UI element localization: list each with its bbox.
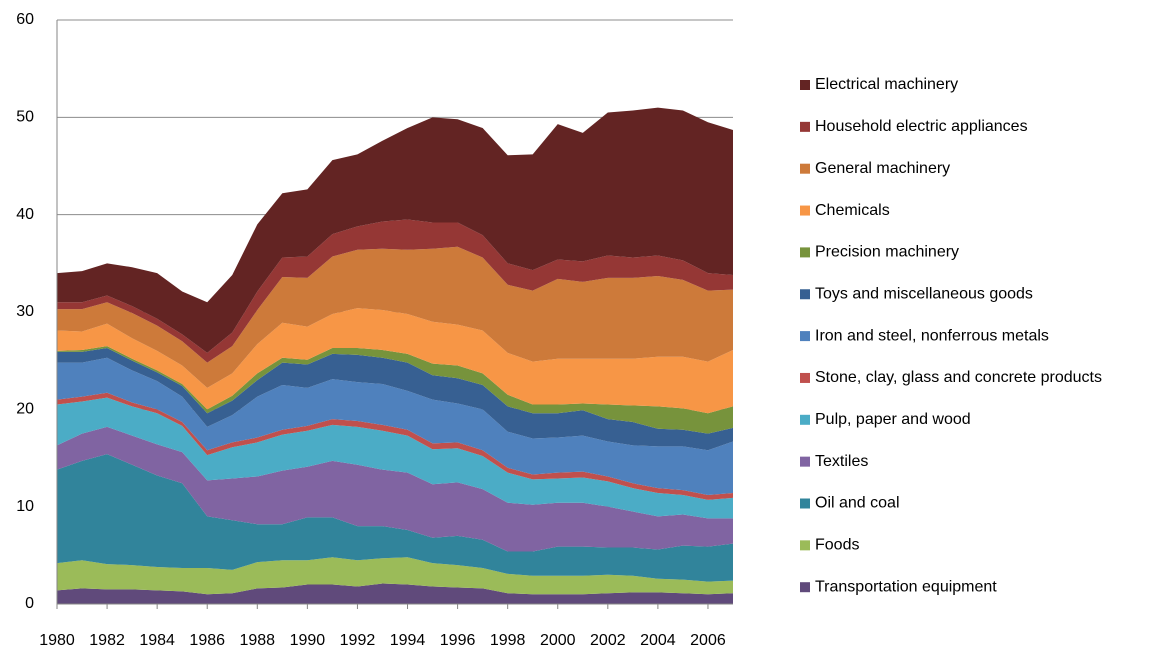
legend-swatch bbox=[800, 582, 810, 593]
y-tick-label: 50 bbox=[16, 109, 34, 126]
y-tick-label: 20 bbox=[16, 401, 34, 418]
legend-label: Pulp, paper and wood bbox=[815, 411, 971, 428]
x-tick-label: 2006 bbox=[690, 632, 726, 649]
x-tick-label: 2000 bbox=[540, 632, 576, 649]
legend-swatch bbox=[800, 163, 810, 174]
y-tick-label: 30 bbox=[16, 303, 34, 320]
legend-swatch bbox=[800, 80, 810, 90]
legend-swatch bbox=[800, 289, 810, 300]
x-tick-label: 1980 bbox=[39, 632, 75, 649]
x-tick-label: 1998 bbox=[490, 632, 526, 649]
legend-label: Stone, clay, glass and concrete products bbox=[815, 369, 1102, 386]
legend-label: Electrical machinery bbox=[815, 76, 958, 93]
area bbox=[57, 454, 733, 582]
x-tick-label: 1992 bbox=[340, 632, 376, 649]
legend-swatch bbox=[800, 121, 810, 132]
area bbox=[57, 107, 733, 353]
area bbox=[57, 246, 733, 388]
legend-swatch bbox=[800, 540, 810, 551]
area bbox=[57, 397, 733, 519]
legend-label: Household electric appliances bbox=[815, 118, 1028, 135]
x-tick-label: 1982 bbox=[89, 632, 125, 649]
legend-swatch bbox=[800, 331, 810, 342]
legend-label: General machinery bbox=[815, 160, 950, 177]
area bbox=[57, 357, 733, 495]
legend-label: Iron and steel, nonferrous metals bbox=[815, 327, 1049, 344]
area bbox=[57, 583, 733, 604]
x-tick-label: 1986 bbox=[189, 632, 225, 649]
legend-swatch bbox=[800, 498, 810, 509]
legend-label: Chemicals bbox=[815, 202, 890, 219]
legend-label: Precision machinery bbox=[815, 244, 959, 261]
y-tick-label: 40 bbox=[16, 206, 34, 223]
x-tick-label: 2004 bbox=[640, 632, 676, 649]
legend-label: Foods bbox=[815, 537, 859, 554]
x-tick-label: 1988 bbox=[239, 632, 275, 649]
y-tick-label: 0 bbox=[25, 595, 34, 612]
area bbox=[57, 392, 733, 500]
legend-label: Toys and miscellaneous goods bbox=[815, 285, 1033, 302]
x-tick-label: 2002 bbox=[590, 632, 626, 649]
y-tick-label: 10 bbox=[16, 498, 34, 515]
x-tick-label: 1984 bbox=[139, 632, 175, 649]
legend-label: Transportation equipment bbox=[815, 578, 997, 595]
y-tick-label: 60 bbox=[16, 11, 34, 28]
legend-swatch bbox=[800, 456, 810, 467]
legend-label: Textiles bbox=[815, 453, 868, 470]
legend-swatch bbox=[800, 414, 810, 425]
legend-swatch bbox=[800, 247, 810, 258]
area bbox=[57, 557, 733, 595]
legend-swatch bbox=[800, 372, 810, 383]
legend-label: Oil and coal bbox=[815, 495, 900, 512]
legend-swatch bbox=[800, 205, 810, 216]
x-tick-label: 1990 bbox=[290, 632, 326, 649]
area bbox=[57, 426, 733, 552]
x-tick-label: 1996 bbox=[440, 632, 476, 649]
area bbox=[57, 348, 733, 451]
area bbox=[57, 219, 733, 363]
area bbox=[57, 308, 733, 414]
area bbox=[57, 346, 733, 434]
x-tick-label: 1994 bbox=[390, 632, 426, 649]
